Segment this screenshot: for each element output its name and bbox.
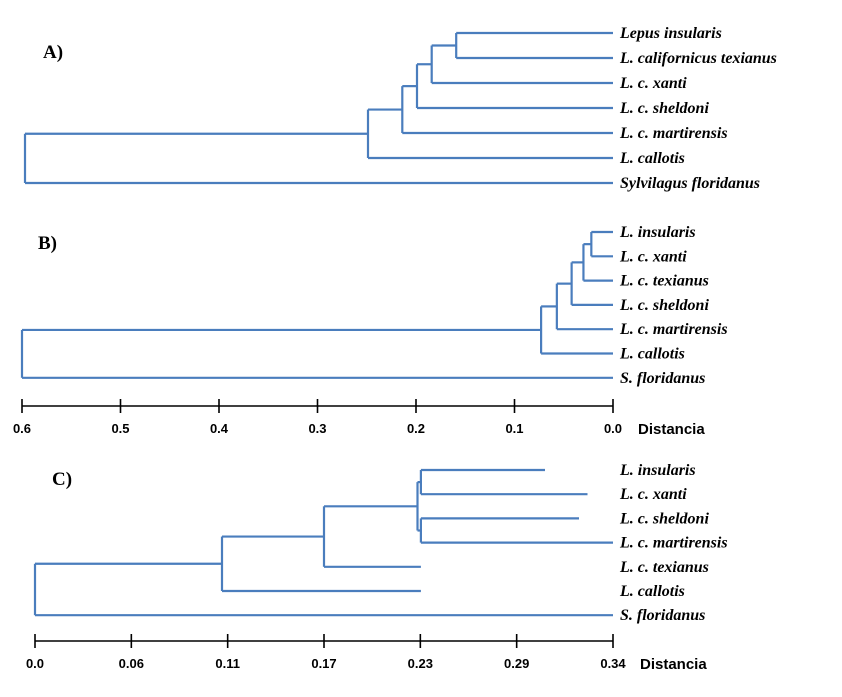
- taxon-label: L. c. xanti: [619, 486, 687, 503]
- taxon-label: Sylvilagus floridanus: [620, 175, 760, 192]
- panel-label: C): [52, 469, 72, 490]
- tick-label: 0.34: [600, 656, 626, 671]
- taxon-label: L. c. martirensis: [619, 535, 728, 552]
- tick-label: 0.2: [407, 421, 425, 436]
- tick-label: 0.4: [210, 421, 229, 436]
- axis-label: Distancia: [638, 421, 705, 438]
- taxon-label: L. c. xanti: [619, 75, 687, 92]
- taxon-label: L. insularis: [619, 224, 696, 241]
- taxon-label: L. c. sheldoni: [619, 297, 709, 314]
- taxon-label: L. c. texianus: [619, 559, 709, 576]
- taxon-label: L. c. xanti: [619, 248, 687, 265]
- tick-label: 0.5: [111, 421, 129, 436]
- taxon-label: L. insularis: [619, 462, 696, 479]
- distance-axes: 0.6 0.5 0.4 0.3 0.2 0.1 0.0 Distancia 0.0 0.06 0.1…: [13, 399, 707, 673]
- taxon-label: L. c. sheldoni: [619, 510, 709, 527]
- taxon-label: S. floridanus: [620, 370, 705, 387]
- taxon-label: L. c. martirensis: [619, 125, 728, 142]
- tick-label: 0.29: [504, 656, 529, 671]
- taxon-label: S. floridanus: [620, 607, 705, 624]
- tick-label: 0.23: [408, 656, 433, 671]
- tick-label: 0.11: [215, 656, 240, 671]
- taxon-label: L. callotis: [619, 150, 685, 167]
- tick-label: 0.17: [311, 656, 336, 671]
- taxon-label: L. californicus texianus: [619, 50, 777, 67]
- tick-label: 0.3: [308, 421, 326, 436]
- panel-label: A): [43, 42, 63, 63]
- dendrogram-trees: A) Lepus insularis L. californicus texianu…: [20, 25, 777, 624]
- distance-axis-1: 0.6 0.5 0.4 0.3 0.2 0.1 0.0 Distancia: [13, 399, 705, 438]
- panel-c: C) L. insularis L. c. xanti L. c. sheldoni L…: [33, 462, 728, 624]
- taxon-label: Lepus insularis: [619, 25, 722, 42]
- distance-axis-2: 0.0 0.06 0.11 0.17 0.23 0.29 0.34 Distancia: [26, 634, 707, 673]
- tick-label: 0.6: [13, 421, 31, 436]
- tick-label: 0.1: [505, 421, 523, 436]
- taxon-label: L. c. texianus: [619, 273, 709, 290]
- taxon-label: L. c. martirensis: [619, 321, 728, 338]
- tick-label: 0.06: [119, 656, 144, 671]
- axis-label: Distancia: [640, 656, 707, 673]
- taxon-label: L. callotis: [619, 346, 685, 363]
- tick-label: 0.0: [604, 421, 622, 436]
- panel-label: B): [38, 233, 57, 254]
- taxon-label: L. callotis: [619, 583, 685, 600]
- panel-b: B) L. insularis L. c. xanti L. c. texianus L…: [20, 224, 728, 387]
- panel-a: A) Lepus insularis L. californicus texianu…: [23, 25, 777, 192]
- taxon-label: L. c. sheldoni: [619, 100, 709, 117]
- tick-label: 0.0: [26, 656, 44, 671]
